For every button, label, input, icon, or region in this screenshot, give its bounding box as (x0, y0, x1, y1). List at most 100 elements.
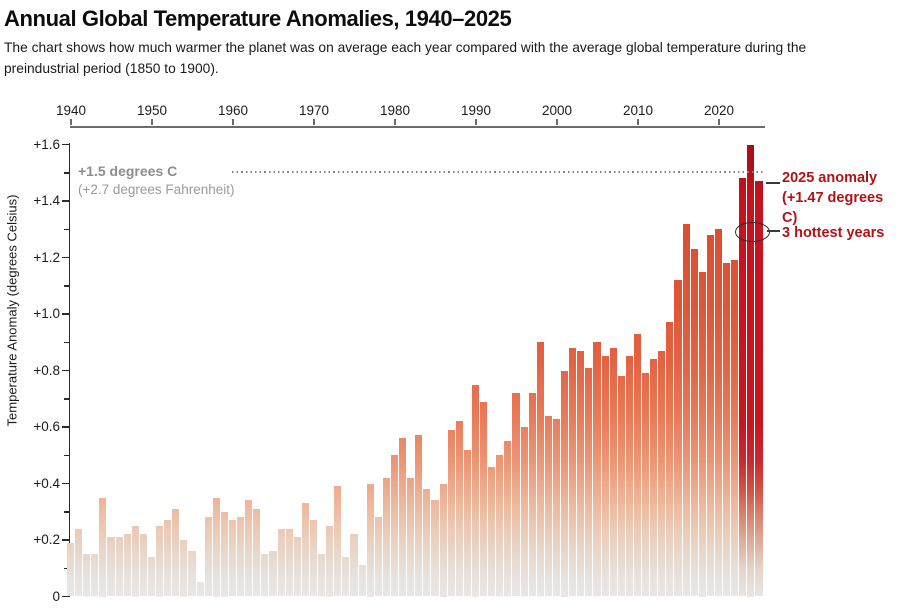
bar-1973 (334, 486, 343, 597)
annotation-hottest-years: 3 hottest years (782, 225, 885, 241)
bar-2010 (633, 333, 643, 597)
bar-2018 (698, 271, 707, 597)
y-tick-1.1 (64, 285, 69, 287)
bar-1993 (496, 455, 505, 597)
y-label-0.2: +0.2 (33, 532, 60, 547)
bar-1970 (309, 520, 319, 597)
annotation-2025-anomaly-line2: (+1.47 degrees C) (782, 190, 884, 226)
x-label-1960: 1960 (217, 103, 249, 118)
x-label-1970: 1970 (298, 103, 330, 118)
reference-label-celsius: +1.5 degrees C (78, 163, 178, 179)
bar-1954 (180, 540, 189, 597)
bar-1999 (544, 415, 553, 597)
y-tick-1.0 (61, 313, 69, 315)
x-tick-1980 (394, 119, 396, 125)
x-tick-1990 (475, 119, 477, 125)
bar-1941 (75, 528, 84, 597)
bar-2011 (642, 373, 651, 597)
x-label-2010: 2010 (622, 103, 654, 118)
y-tick-1.5 (64, 172, 69, 174)
bar-1989 (463, 449, 472, 597)
bar-1962 (245, 500, 254, 597)
bar-1998 (536, 342, 545, 597)
bar-1961 (237, 517, 246, 597)
y-label-0.6: +0.6 (33, 419, 60, 434)
leader-line-2025-anomaly (766, 182, 780, 184)
chart-title: Annual Global Temperature Anomalies, 194… (4, 6, 512, 31)
bar-1949 (139, 534, 148, 597)
y-tick-1.3 (64, 228, 69, 230)
bar-2022 (731, 260, 740, 597)
bar-2025 (755, 181, 764, 597)
bar-1969 (301, 503, 310, 597)
bar-2014 (666, 322, 675, 597)
y-tick-0.7 (64, 398, 69, 400)
reference-line-1-5c (232, 171, 764, 173)
bar-1950 (147, 556, 157, 597)
x-tick-2020 (718, 119, 720, 125)
bar-2023 (739, 178, 748, 597)
bar-1948 (131, 525, 140, 597)
y-label-1.2: +1.2 (33, 249, 60, 265)
bar-1943 (91, 554, 100, 597)
bar-1963 (253, 508, 262, 597)
y-axis-line (68, 143, 71, 597)
bar-2000 (552, 418, 562, 597)
bar-2001 (561, 370, 570, 597)
bar-2024 (747, 144, 756, 597)
leader-line-hottest-years (767, 230, 780, 232)
y-tick-1.2 (61, 256, 69, 259)
bar-1974 (342, 556, 351, 597)
y-tick-1.6 (61, 143, 69, 146)
bar-1953 (172, 508, 181, 597)
y-axis-title: Temperature Anomaly (degrees Celsius) (4, 194, 20, 427)
x-tick-1940 (70, 119, 72, 125)
y-label-1.6: +1.6 (33, 136, 60, 152)
bar-1986 (439, 483, 448, 597)
x-label-1990: 1990 (460, 103, 492, 118)
bar-1988 (455, 421, 464, 597)
x-label-2000: 2000 (541, 103, 573, 118)
bar-2016 (682, 223, 691, 597)
bar-1976 (358, 565, 367, 597)
bar-1977 (366, 483, 375, 597)
x-label-1980: 1980 (379, 103, 411, 118)
bar-2019 (706, 234, 715, 597)
bar-1997 (528, 393, 537, 597)
x-tick-2000 (556, 119, 558, 125)
x-tick-1960 (232, 119, 234, 125)
y-label-0.8: +0.8 (33, 362, 60, 378)
bar-1951 (156, 525, 165, 597)
bar-1983 (415, 435, 424, 597)
x-label-1940: 1940 (55, 103, 87, 118)
bar-2002 (569, 347, 578, 597)
bar-1945 (107, 537, 116, 597)
y-tick-0.0 (61, 595, 69, 598)
bar-1957 (204, 517, 213, 597)
bar-1996 (520, 427, 529, 597)
bar-2012 (650, 359, 659, 597)
bar-1995 (512, 393, 521, 597)
bar-1994 (504, 441, 513, 597)
bar-1971 (318, 554, 327, 597)
x-tick-1950 (151, 119, 153, 125)
x-axis-line (70, 125, 765, 128)
bar-1981 (399, 438, 408, 597)
annotation-2025-anomaly: 2025 anomaly (+1.47 degrees C) (782, 168, 900, 228)
bar-2017 (690, 249, 699, 597)
y-tick-0.2 (61, 539, 69, 541)
x-tick-2010 (637, 119, 639, 125)
bar-2021 (723, 263, 732, 597)
bar-1956 (196, 582, 205, 597)
bar-2003 (577, 350, 586, 597)
bar-1952 (164, 520, 173, 597)
y-tick-0.3 (64, 511, 69, 513)
bar-1940 (66, 542, 76, 597)
chart-subtitle: The chart shows how much warmer the plan… (4, 40, 807, 76)
bar-1990 (471, 384, 481, 597)
y-label-1.4: +1.4 (33, 193, 60, 208)
bar-1958 (212, 497, 221, 597)
bar-1942 (83, 554, 92, 597)
bar-1972 (326, 525, 335, 597)
